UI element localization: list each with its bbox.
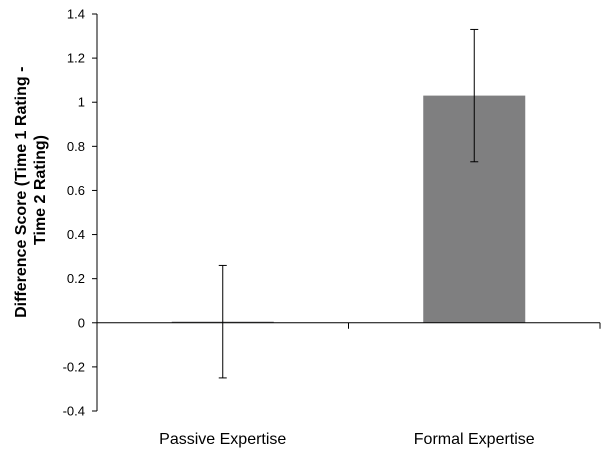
bars bbox=[171, 95, 526, 323]
x-axis: Passive Expertise Formal Expertise bbox=[97, 322, 601, 448]
y-tick-label: -0.2 bbox=[63, 359, 85, 374]
y-axis: -0.4 -0.2 0 0.2 0.4 0.6 0.8 1 1.2 1.4 bbox=[63, 7, 98, 419]
y-tick-label: 0.2 bbox=[67, 271, 85, 286]
x-category-label: Passive Expertise bbox=[159, 431, 286, 448]
y-tick-label: 0.8 bbox=[67, 139, 85, 154]
y-tick-label: 1.2 bbox=[67, 51, 85, 66]
y-tick-label: 1 bbox=[78, 95, 85, 110]
y-tick-label: 0 bbox=[78, 315, 85, 330]
y-tick-label: 1.4 bbox=[67, 7, 85, 22]
y-axis-title-line-1: Difference Score (Time 1 Rating - bbox=[13, 67, 30, 318]
y-tick-label: 0.4 bbox=[67, 227, 85, 242]
y-tick-label: 0.6 bbox=[67, 183, 85, 198]
x-category-label: Formal Expertise bbox=[414, 431, 535, 448]
y-axis-title-line-2: Time 2 Rating) bbox=[32, 135, 49, 245]
y-axis-title: Difference Score (Time 1 Rating - Time 2… bbox=[13, 62, 49, 318]
error-bars bbox=[218, 28, 479, 379]
y-tick-label: -0.4 bbox=[63, 404, 85, 419]
